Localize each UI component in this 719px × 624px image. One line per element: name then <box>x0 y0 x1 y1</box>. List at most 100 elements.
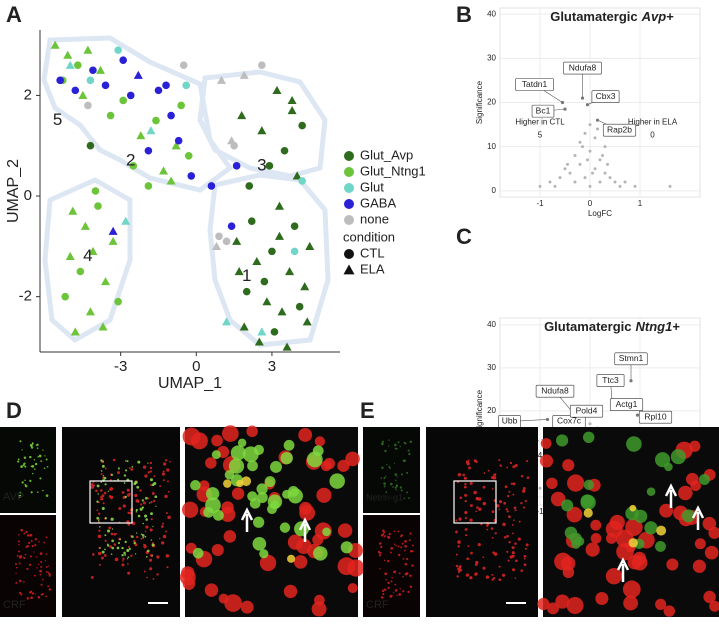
cell <box>511 551 515 555</box>
cell <box>381 466 384 469</box>
cell <box>34 538 38 541</box>
cell <box>382 593 385 596</box>
cell <box>475 460 478 464</box>
cell <box>703 590 716 604</box>
point <box>126 91 135 100</box>
cell <box>124 469 128 472</box>
cell <box>218 593 229 604</box>
cell <box>279 522 291 533</box>
cell <box>15 563 17 566</box>
point <box>179 61 188 70</box>
cell <box>101 494 105 498</box>
cell <box>390 546 394 550</box>
cell <box>31 592 35 595</box>
point <box>63 50 73 59</box>
panel-letter: D <box>6 398 22 423</box>
cell <box>231 487 245 500</box>
cell <box>205 457 217 469</box>
cell <box>34 544 37 547</box>
cell <box>131 535 134 538</box>
cell <box>465 460 470 464</box>
cell <box>314 594 325 606</box>
arrow <box>240 507 254 532</box>
point <box>270 328 279 336</box>
cell <box>514 542 517 545</box>
cell <box>111 546 115 550</box>
cell <box>393 530 396 533</box>
cell <box>23 462 26 465</box>
cell <box>626 436 642 452</box>
annotation: 0 <box>650 131 655 140</box>
cell <box>156 573 159 576</box>
cell <box>107 544 110 547</box>
cell <box>395 544 397 547</box>
cluster-label: 5 <box>53 110 62 129</box>
cell <box>394 583 397 586</box>
cell <box>47 565 50 567</box>
cell <box>97 520 100 522</box>
cell <box>26 567 29 571</box>
cell <box>409 440 413 444</box>
cell <box>659 503 674 518</box>
cell <box>583 508 593 518</box>
cell <box>509 461 513 465</box>
cell <box>293 555 308 569</box>
point <box>601 153 604 157</box>
cell <box>506 466 509 469</box>
cell <box>540 438 552 449</box>
cell <box>167 490 170 493</box>
gene-label: Pold4 <box>576 405 598 415</box>
point <box>114 46 122 54</box>
cell <box>347 559 365 577</box>
cluster-outline <box>42 177 133 344</box>
point <box>285 267 295 276</box>
cell <box>29 479 32 482</box>
cell <box>92 484 96 487</box>
cell <box>20 528 23 532</box>
image <box>363 515 420 617</box>
cell <box>457 545 460 548</box>
cell <box>466 557 470 561</box>
cell <box>646 487 656 496</box>
cell <box>524 499 527 503</box>
cell <box>520 475 524 478</box>
gene-label: Rap2b <box>607 124 632 134</box>
point <box>78 90 88 100</box>
cell <box>159 485 162 487</box>
cell <box>221 501 234 514</box>
point <box>65 251 75 261</box>
cell <box>483 472 486 474</box>
cell <box>18 562 21 565</box>
point <box>566 162 569 166</box>
cell <box>694 538 706 550</box>
cell <box>35 444 38 447</box>
cell <box>395 479 397 482</box>
point <box>633 184 637 188</box>
point <box>74 61 82 70</box>
cell <box>406 471 409 474</box>
point <box>222 317 232 326</box>
cell <box>96 484 100 488</box>
point <box>260 277 269 286</box>
cell <box>31 442 34 445</box>
cell <box>393 462 396 464</box>
cell <box>562 459 575 472</box>
cell <box>37 563 40 566</box>
cell <box>124 495 127 499</box>
point <box>290 247 299 256</box>
cell <box>45 566 48 568</box>
cell <box>523 557 526 560</box>
cell <box>166 468 170 472</box>
cell <box>511 554 515 558</box>
cell <box>482 485 486 489</box>
gene-point <box>545 417 550 422</box>
cell <box>104 467 107 470</box>
cell <box>39 552 43 555</box>
cell <box>126 548 130 553</box>
point <box>287 106 297 115</box>
cell <box>503 536 507 539</box>
cell <box>21 481 24 484</box>
cell <box>399 445 401 448</box>
cell <box>90 575 94 579</box>
cell <box>465 573 470 577</box>
